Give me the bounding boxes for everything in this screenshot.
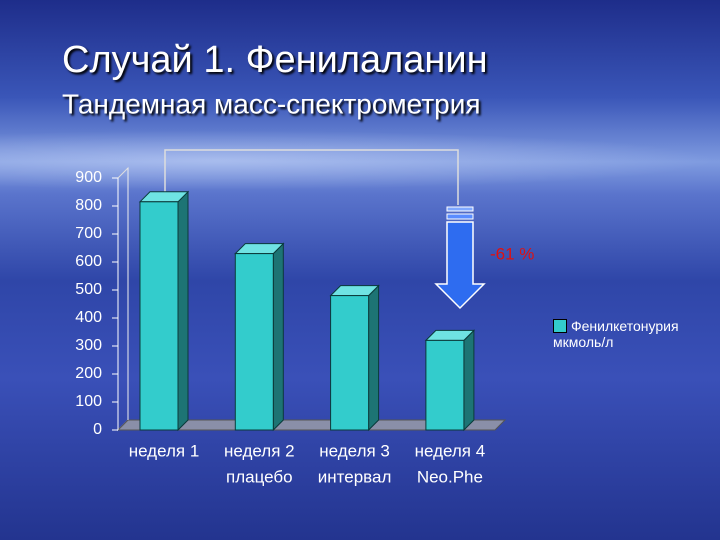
bar-side xyxy=(177,190,189,432)
y-tick-label: 200 xyxy=(75,365,102,382)
y-tick-label: 500 xyxy=(75,281,102,298)
bar xyxy=(425,339,465,431)
y-tick-label: 300 xyxy=(75,337,102,354)
x-sublabel: Neo.Phe xyxy=(417,467,483,486)
bar xyxy=(234,253,274,431)
x-sublabel: плацебо xyxy=(226,467,293,486)
chart-subtitle: Тандемная масс-спектрометрия xyxy=(62,88,481,119)
legend-swatch xyxy=(553,319,567,333)
x-tick-label: неделя 3 xyxy=(319,441,390,460)
x-sublabel: интервал xyxy=(318,467,392,486)
annotation: -61 % xyxy=(490,244,534,263)
side-wall xyxy=(117,166,129,432)
bar-side xyxy=(463,329,475,432)
arrow-stripe xyxy=(446,206,474,212)
y-tick-label: 800 xyxy=(75,197,102,214)
y-tick-label: 100 xyxy=(75,393,102,410)
bar xyxy=(330,295,370,431)
x-tick-label: неделя 2 xyxy=(224,441,295,460)
legend-label: Фенилкетонурия мкмоль/л xyxy=(553,318,679,350)
floor xyxy=(116,419,507,431)
bar-side xyxy=(368,284,380,432)
y-tick-label: 700 xyxy=(75,225,102,242)
y-tick-label: 900 xyxy=(75,169,102,186)
y-tick-label: 0 xyxy=(93,421,102,438)
y-tick-label: 600 xyxy=(75,253,102,270)
bar xyxy=(139,201,179,431)
chart-title: Случай 1. Фенилаланин xyxy=(62,39,488,81)
bar-side xyxy=(272,242,284,432)
arrow-stripe xyxy=(446,213,474,220)
bracket xyxy=(164,149,459,205)
x-tick-label: неделя 1 xyxy=(129,441,200,460)
y-tick-label: 400 xyxy=(75,309,102,326)
x-tick-label: неделя 4 xyxy=(415,441,486,460)
arrow xyxy=(434,221,486,310)
legend: Фенилкетонурия мкмоль/л xyxy=(553,318,703,350)
